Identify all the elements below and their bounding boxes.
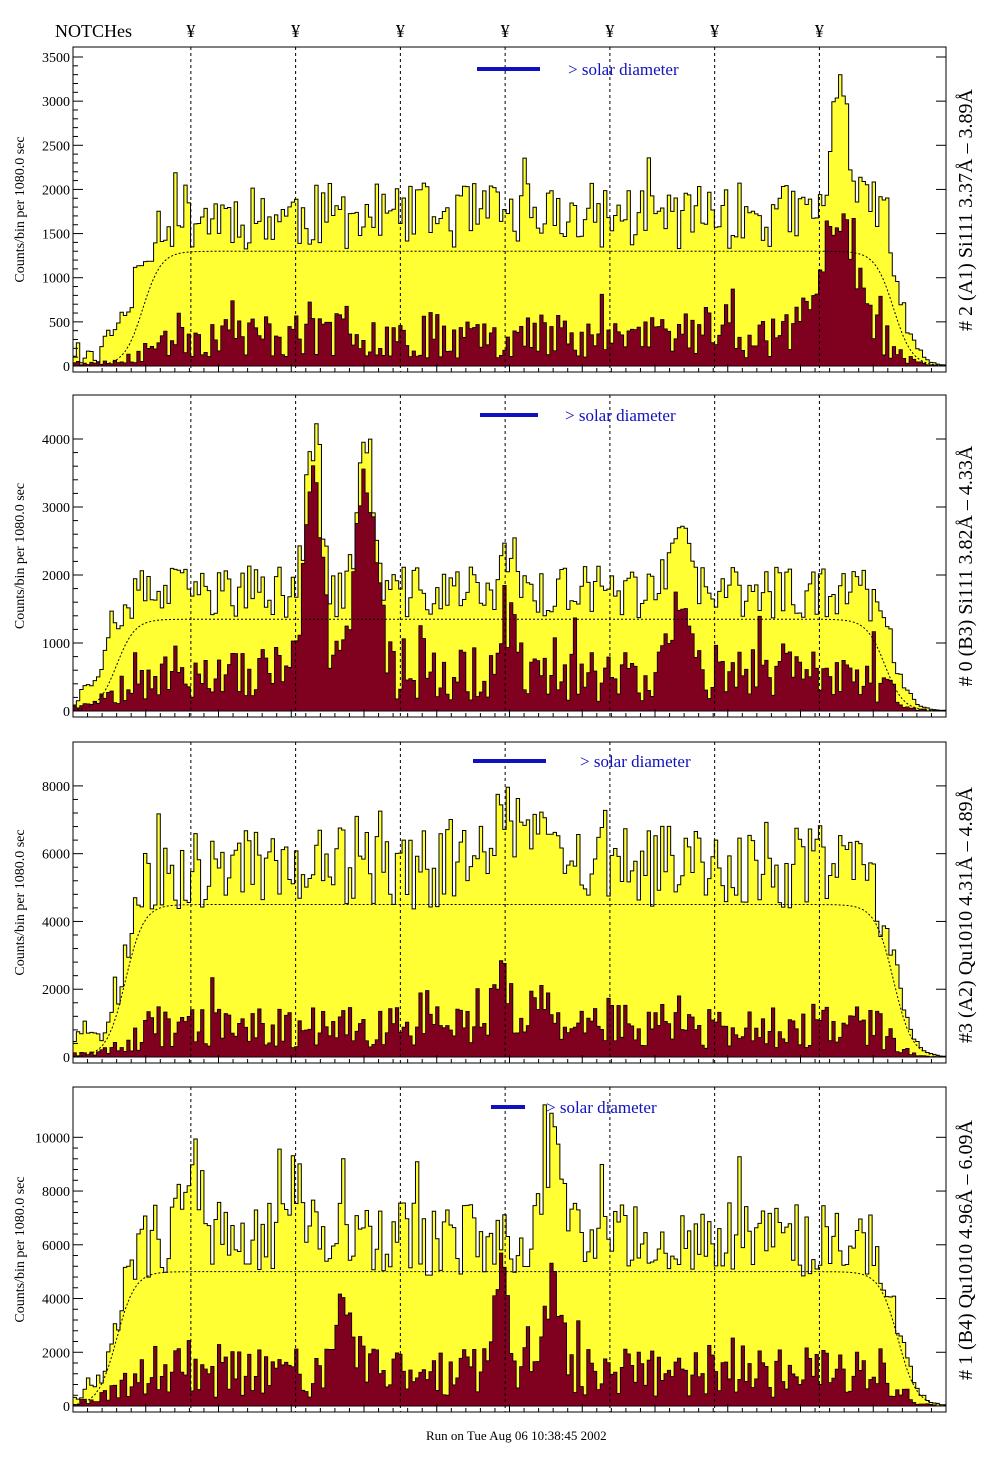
- solar-diameter-label: > solar diameter: [568, 60, 679, 79]
- y-axis-label: Counts/bin per 1080.0 sec: [13, 829, 28, 975]
- y-tick-label: 2000: [42, 569, 70, 584]
- y-tick-label: 0: [63, 1400, 70, 1415]
- notch-marker-6: ¥: [710, 21, 719, 41]
- notch-marker-4: ¥: [501, 21, 510, 41]
- smooth-fit-curve: [72, 250, 947, 367]
- y-tick-label: 2500: [42, 139, 70, 154]
- notch-marker-3: ¥: [396, 21, 405, 41]
- run-timestamp: Run on Tue Aug 06 10:38:45 2002: [426, 1428, 607, 1443]
- solar-diameter-label: > solar diameter: [565, 406, 676, 425]
- total-counts-histogram: [72, 423, 947, 712]
- total-counts-histogram: [72, 74, 947, 367]
- y-axis-label: Counts/bin per 1080.0 sec: [13, 483, 28, 629]
- y-tick-label: 500: [49, 316, 70, 331]
- y-tick-label: 1000: [42, 637, 70, 652]
- panels: 0 500 1000 1500 2000 2500 3000 3500 Counts/bin p…: [13, 46, 977, 1415]
- y-tick-label: 1000: [42, 272, 70, 287]
- panel-2: 0 1000 2000 3000 4000 Counts/bin per 1080.0 s…: [13, 394, 977, 720]
- y-tick-label: 4000: [42, 1293, 70, 1308]
- y-tick-label: 0: [63, 360, 70, 375]
- notch-marker-5: ¥: [605, 21, 614, 41]
- subset-counts-histogram: [72, 960, 947, 1058]
- y-tick-label: 3000: [42, 501, 70, 516]
- smooth-fit-curve: [72, 904, 947, 1057]
- y-tick-label: 10000: [35, 1131, 70, 1146]
- notch-marker-7: ¥: [815, 21, 824, 41]
- y-tick-label: 2000: [42, 983, 70, 998]
- y-tick-label: 2000: [42, 1346, 70, 1361]
- y-tick-label: 8000: [42, 1185, 70, 1200]
- y-tick-label: 6000: [42, 1239, 70, 1254]
- notches-label: NOTCHes: [55, 21, 132, 41]
- total-counts-histogram: [72, 786, 947, 1058]
- subset-counts-histogram: [72, 213, 947, 367]
- y-tick-label: 0: [63, 1051, 70, 1066]
- notch-marker-1: ¥: [186, 21, 195, 41]
- subset-counts-histogram: [72, 1252, 947, 1407]
- solar-diameter-label: > solar diameter: [546, 1098, 657, 1117]
- panel-1: 0 500 1000 1500 2000 2500 3000 3500 Counts/bin p…: [13, 46, 977, 375]
- y-tick-label: 6000: [42, 848, 70, 863]
- y-tick-label: 3000: [42, 95, 70, 110]
- y-tick-label: 1500: [42, 228, 70, 243]
- panel-title: # 1 (B4) Qu1010 4.96Å – 6.09Å: [955, 1119, 977, 1380]
- y-axis-label: Counts/bin per 1080.0 sec: [13, 1176, 28, 1322]
- solar-diameter-label: > solar diameter: [580, 752, 691, 771]
- y-tick-label: 3500: [42, 51, 70, 66]
- panel-3: 0 2000 4000 6000 8000 Counts/bin per 1080.0 s…: [13, 741, 977, 1066]
- total-counts-histogram: [72, 1104, 947, 1407]
- panel-title: # 2 (A1) Si111 3.37Å – 3.89Å: [955, 89, 977, 331]
- smooth-fit-curve: [72, 1271, 947, 1406]
- panel-title: # 0 (B3) Si111 3.82Å – 4.33Å: [955, 445, 977, 686]
- smooth-fit-curve: [72, 618, 947, 712]
- y-axis-label: Counts/bin per 1080.0 sec: [13, 136, 28, 282]
- panel-title: #3 (A2) Qu1010 4.31Å – 4.89Å: [955, 786, 977, 1043]
- y-tick-label: 0: [63, 705, 70, 720]
- notch-symbols: ¥ ¥ ¥ ¥ ¥ ¥ ¥: [186, 21, 824, 41]
- y-tick-label: 8000: [42, 780, 70, 795]
- panel-4: 0 2000 4000 6000 8000 10000 Counts/bin per 108…: [13, 1086, 977, 1415]
- y-tick-label: 4000: [42, 915, 70, 930]
- y-tick-label: 4000: [42, 433, 70, 448]
- notch-marker-2: ¥: [291, 21, 300, 41]
- subset-counts-histogram: [72, 465, 947, 712]
- y-tick-label: 2000: [42, 183, 70, 198]
